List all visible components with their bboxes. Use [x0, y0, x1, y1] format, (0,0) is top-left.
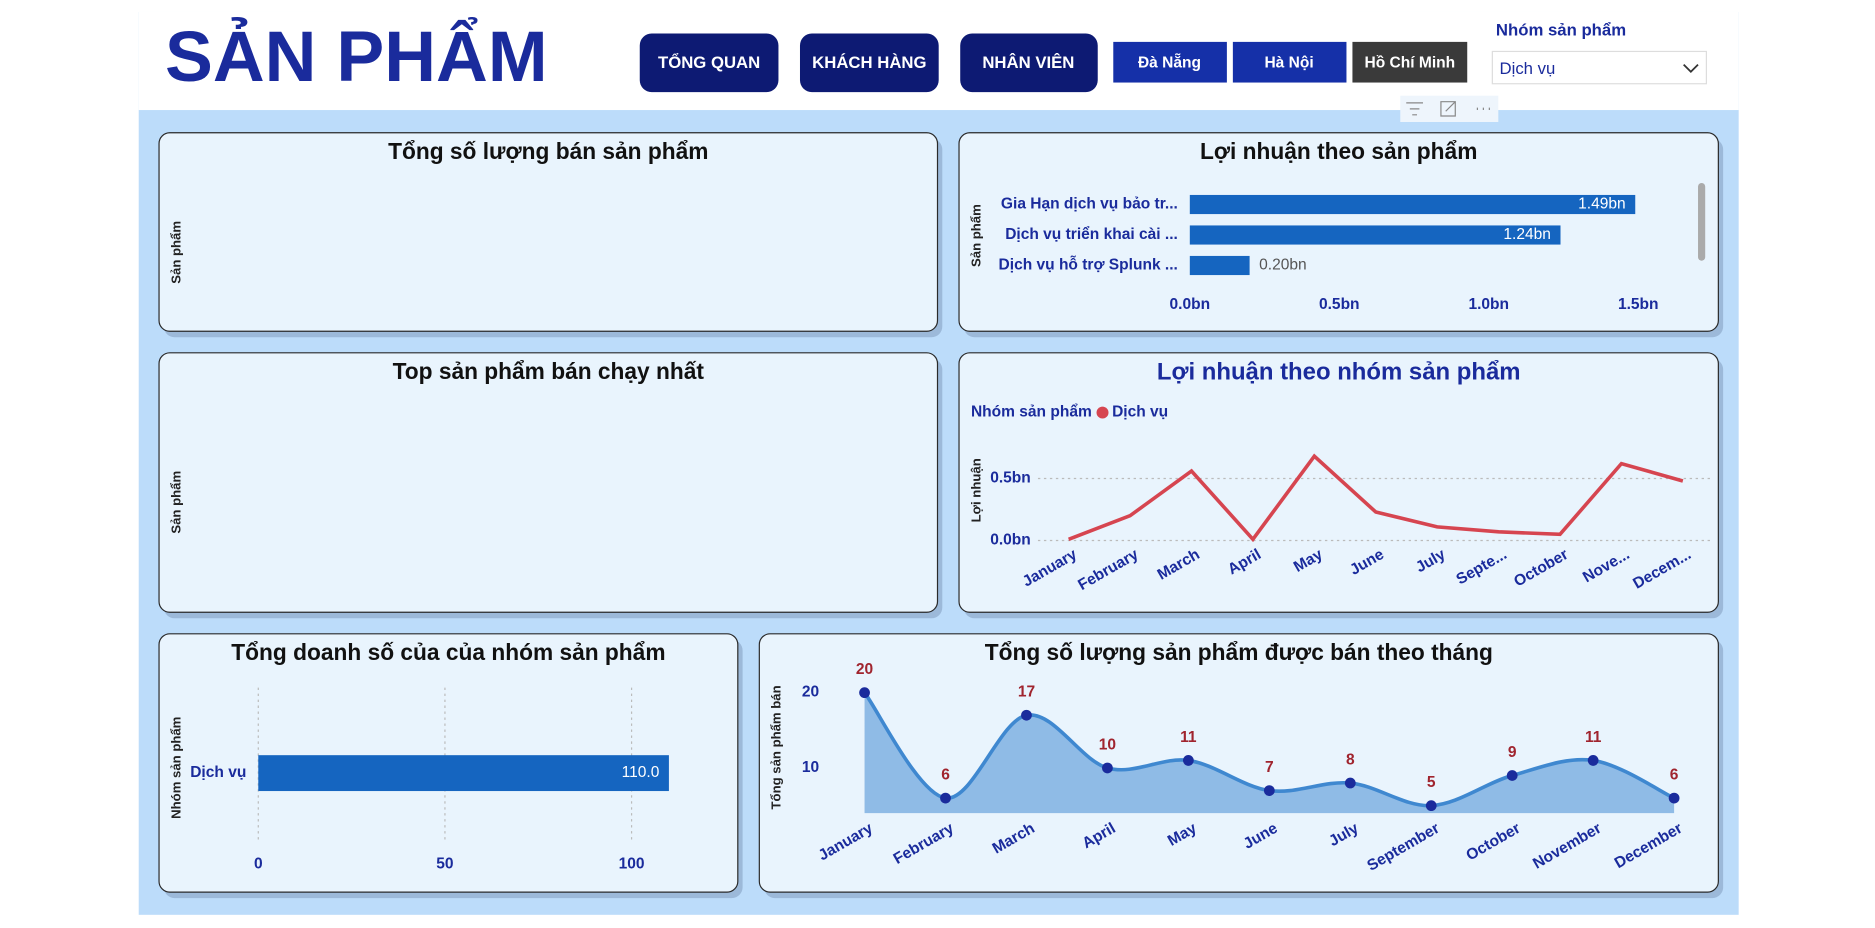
- y-axis-title: Sản phẩm: [168, 471, 183, 534]
- x-tick-label: 0.5bn: [1319, 296, 1360, 313]
- point: [1344, 777, 1356, 789]
- data-label: 1.24bn: [1503, 226, 1551, 243]
- y-tick-label: 20: [802, 684, 819, 701]
- data-label: 110.0: [622, 764, 660, 781]
- data-label: 20: [856, 661, 873, 678]
- point: [859, 687, 870, 699]
- bar: [258, 755, 669, 792]
- page-title: SẢN PHẨM: [165, 16, 548, 97]
- data-label: 11: [1585, 729, 1602, 746]
- point: [1425, 800, 1437, 812]
- y-axis-title: Nhóm sản phẩm: [168, 717, 183, 819]
- y-tick-label: Dịch vụ: [190, 764, 246, 781]
- city-button[interactable]: [1113, 41, 1227, 83]
- y-axis-title: Sản phẩm: [168, 221, 183, 284]
- chevron[interactable]: [1683, 63, 1699, 74]
- x-tick-label: 50: [436, 856, 453, 873]
- focus-icon[interactable]: [1440, 101, 1456, 117]
- chart-title: Top sản phẩm bán chạy nhất: [393, 358, 705, 384]
- point: [1182, 755, 1194, 766]
- y-tick-label: Dịch vụ triển khai cài ...: [1005, 226, 1178, 243]
- legend-marker: [1096, 406, 1109, 419]
- slicer-label: Nhóm sản phẩm: [1496, 21, 1626, 40]
- point: [1668, 792, 1680, 804]
- nav-button[interactable]: [639, 33, 779, 93]
- data-label: 10: [1099, 736, 1116, 753]
- chart-title: Tổng số lượng sản phẩm được bán theo thá…: [985, 639, 1493, 665]
- slicer-value[interactable]: Dịch vụ: [1500, 59, 1556, 78]
- panel: [758, 633, 1719, 893]
- filter-icon[interactable]: [1406, 102, 1423, 116]
- y-tick-label: 0.5bn: [990, 470, 1031, 487]
- data-label: 17: [1018, 684, 1035, 701]
- y-tick-label: Dịch vụ hỗ trợ Splunk ...: [999, 257, 1178, 274]
- y-tick-label: 0.0bn: [990, 532, 1031, 549]
- chart-title: Lợi nhuận theo nhóm sản phẩm: [1157, 358, 1521, 385]
- chart-title: Lợi nhuận theo sản phẩm: [1200, 138, 1477, 164]
- panel: [158, 352, 939, 613]
- legend-title: Nhóm sản phẩm: [971, 404, 1092, 421]
- x-tick-label: 0: [254, 856, 263, 873]
- charts: Tổng số lượng bán sản phẩm Sản phẩm Lợi nh…: [158, 132, 1724, 899]
- city-button[interactable]: [1352, 41, 1468, 83]
- data-label: 6: [941, 766, 950, 783]
- bar: [1189, 255, 1250, 276]
- point: [1263, 785, 1275, 796]
- y-axis-title: Tổng sản phẩm bán: [769, 685, 784, 809]
- x-tick-label: 100: [619, 856, 645, 873]
- area-fill: [864, 692, 1675, 814]
- panel: [958, 352, 1719, 613]
- data-label: 9: [1508, 744, 1517, 761]
- series-line: [1068, 453, 1684, 543]
- chart-title: Tổng số lượng bán sản phẩm: [388, 138, 708, 164]
- y-tick-label: 10: [802, 759, 819, 776]
- point: [1506, 770, 1518, 781]
- x-tick-label: 0.0bn: [1170, 296, 1211, 313]
- legend-label: Dịch vụ: [1112, 404, 1168, 421]
- x-tick-label: 1.0bn: [1468, 296, 1509, 313]
- city-label[interactable]: Hà Nội: [1264, 55, 1313, 72]
- nav-label[interactable]: NHÂN VIÊN: [982, 53, 1074, 72]
- city-label[interactable]: Đà Nẵng: [1138, 55, 1201, 72]
- data-label: 0.20bn: [1259, 257, 1307, 274]
- nav-button[interactable]: [960, 33, 1098, 93]
- bar: [1189, 194, 1636, 215]
- data-label: 11: [1180, 729, 1197, 746]
- nav-label[interactable]: TỔNG QUAN: [658, 53, 760, 72]
- point: [940, 792, 951, 804]
- nav-label[interactable]: KHÁCH HÀNG: [812, 53, 926, 72]
- panel: [158, 132, 939, 332]
- slicer-dropdown[interactable]: [1491, 50, 1707, 85]
- point: [1102, 762, 1113, 774]
- point: [1587, 755, 1599, 766]
- city-button[interactable]: [1232, 41, 1347, 83]
- city-label[interactable]: Hồ Chí Minh: [1365, 55, 1456, 72]
- nav-button[interactable]: [799, 33, 939, 93]
- visual-toolbar: [1400, 95, 1499, 123]
- bar: [1189, 225, 1561, 245]
- chart-title: Tổng doanh số của của nhóm sản phẩm: [231, 639, 665, 665]
- y-axis-title: Lợi nhuận: [968, 458, 983, 522]
- data-label: 8: [1346, 751, 1355, 768]
- point: [1021, 709, 1032, 721]
- y-axis-title: Sản phẩm: [968, 204, 983, 267]
- y-tick-label: Gia Hạn dịch vụ bảo tr...: [1001, 196, 1178, 213]
- area-line: [863, 691, 1675, 808]
- x-tick-label: 1.5bn: [1618, 296, 1659, 313]
- data-label: 7: [1265, 759, 1274, 776]
- data-label: 6: [1670, 766, 1679, 783]
- data-label: 1.49bn: [1578, 196, 1626, 213]
- scrollbar: [1698, 182, 1706, 261]
- data-label: 5: [1427, 774, 1436, 791]
